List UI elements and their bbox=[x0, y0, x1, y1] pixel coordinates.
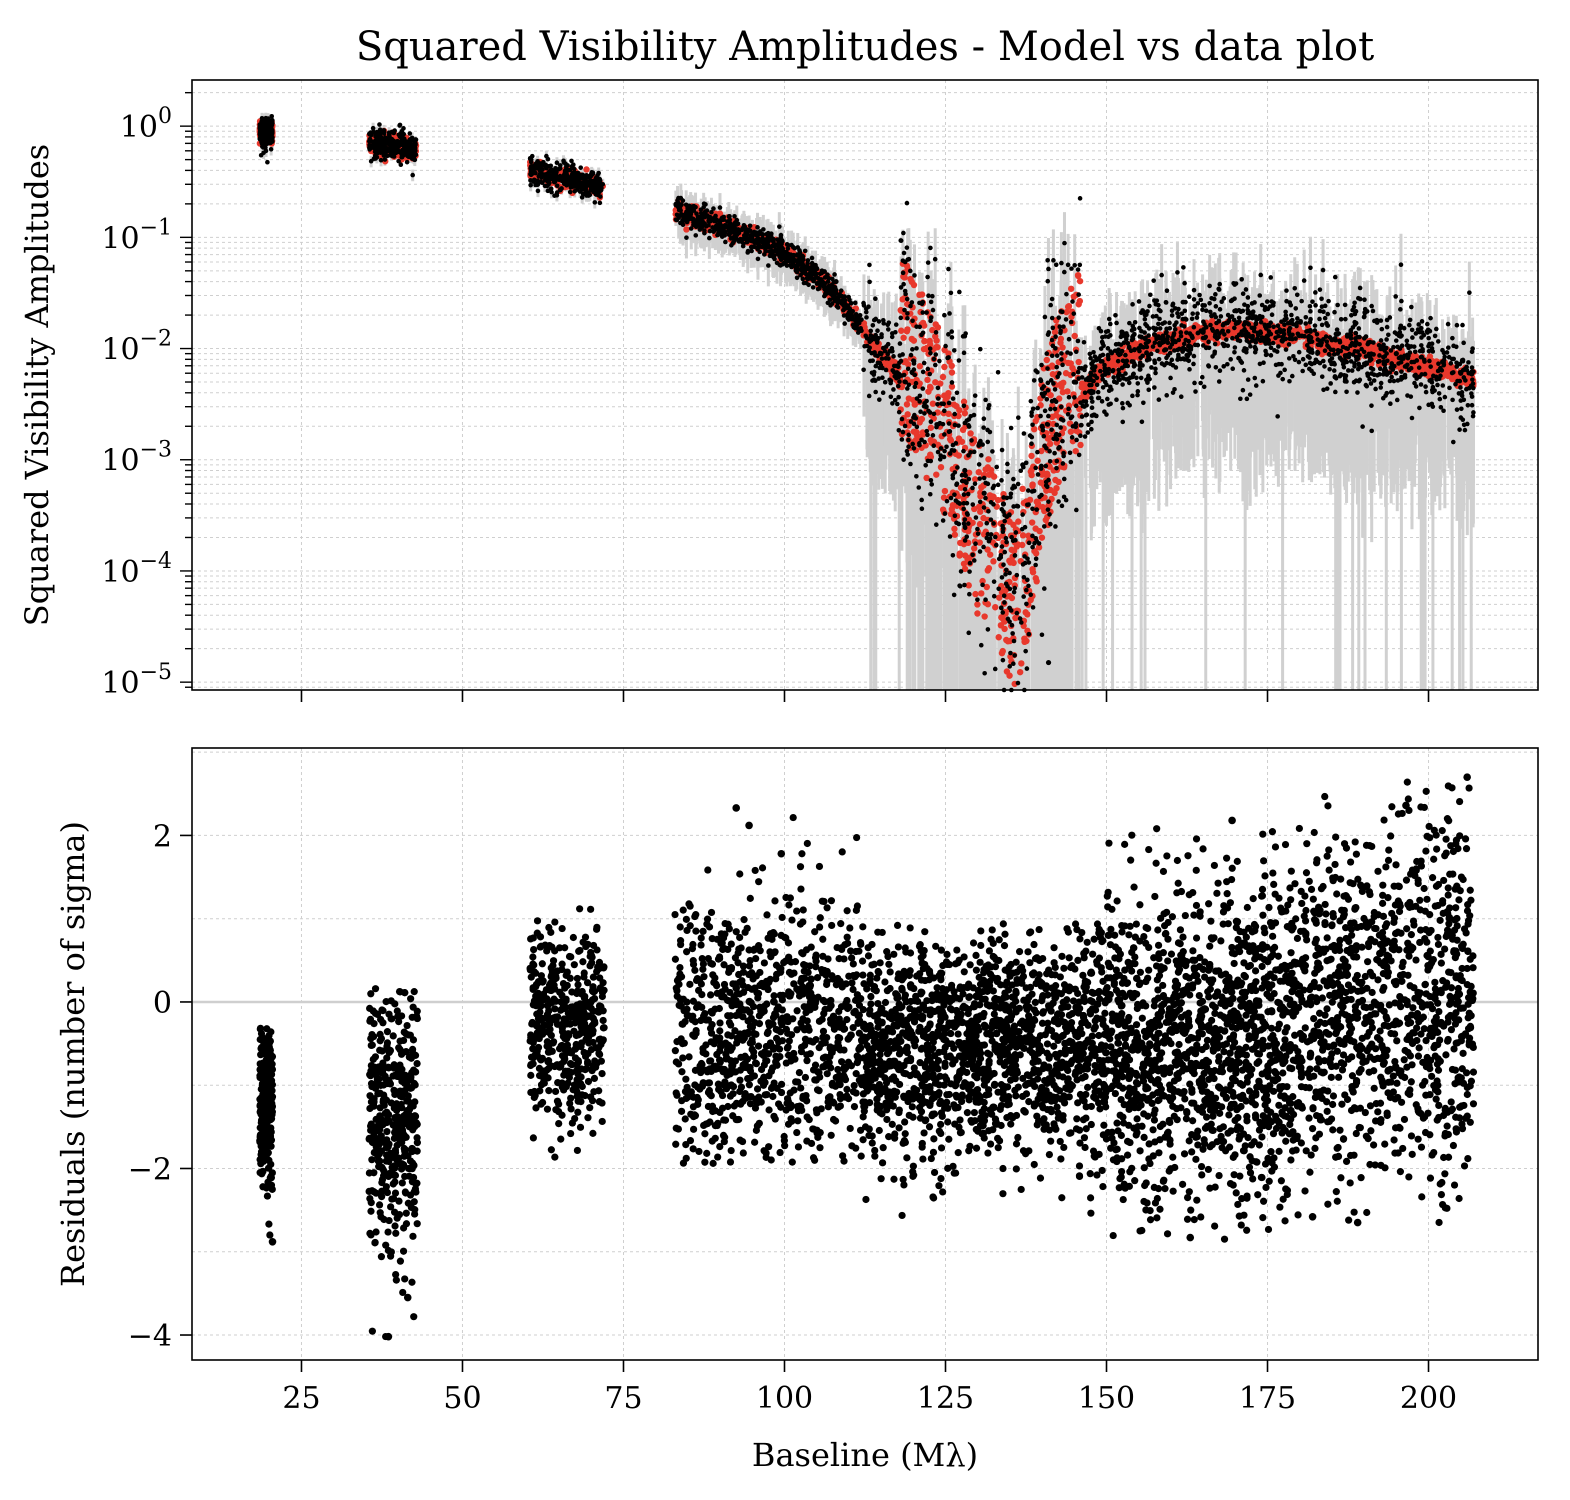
model-point bbox=[899, 296, 906, 303]
model-point bbox=[1067, 285, 1075, 292]
model-point bbox=[1031, 426, 1038, 433]
model-point bbox=[1023, 637, 1030, 645]
model-point bbox=[971, 505, 978, 513]
model-point bbox=[910, 337, 918, 344]
model-point bbox=[1037, 479, 1045, 486]
model-point bbox=[904, 411, 911, 418]
model-point bbox=[1055, 478, 1062, 486]
model-point bbox=[1062, 370, 1070, 377]
model-point bbox=[905, 395, 913, 402]
model-point bbox=[941, 487, 949, 495]
model-point bbox=[924, 376, 931, 384]
model-point bbox=[996, 594, 1003, 601]
model-point bbox=[978, 590, 985, 597]
model-point bbox=[985, 456, 992, 463]
model-point bbox=[929, 400, 937, 407]
model-point bbox=[984, 567, 991, 574]
model-point bbox=[981, 613, 988, 620]
model-point bbox=[1018, 660, 1025, 667]
model-point bbox=[1057, 335, 1065, 343]
top-error-bars bbox=[258, 112, 1475, 690]
model-point bbox=[683, 226, 690, 233]
model-point bbox=[1024, 611, 1031, 618]
model-point bbox=[1028, 452, 1035, 460]
model-point bbox=[1070, 293, 1077, 300]
model-point bbox=[1043, 356, 1050, 364]
model-point bbox=[974, 610, 981, 617]
model-point bbox=[933, 337, 940, 344]
model-point bbox=[948, 369, 956, 376]
model-point bbox=[1034, 457, 1041, 464]
model-point bbox=[913, 428, 920, 436]
model-point bbox=[1051, 489, 1058, 497]
model-point bbox=[1028, 519, 1036, 526]
model-point bbox=[1076, 277, 1084, 285]
model-point bbox=[900, 334, 907, 341]
model-point bbox=[955, 452, 963, 459]
model-point bbox=[903, 401, 911, 408]
model-point bbox=[961, 410, 969, 417]
model-point bbox=[939, 373, 947, 381]
model-point bbox=[1019, 485, 1026, 493]
model-point bbox=[974, 601, 981, 608]
model-point bbox=[1058, 380, 1065, 388]
model-point bbox=[990, 493, 997, 501]
model-point bbox=[1016, 668, 1024, 676]
model-point bbox=[995, 634, 1002, 641]
model-point bbox=[933, 471, 940, 478]
model-point bbox=[898, 327, 905, 334]
model-point bbox=[951, 531, 959, 538]
model-point bbox=[976, 520, 984, 528]
model-point bbox=[583, 166, 590, 173]
model-point bbox=[948, 362, 955, 370]
chart-title: Squared Visibility Amplitudes - Model vs… bbox=[356, 24, 1374, 70]
model-point bbox=[1029, 569, 1037, 576]
model-point bbox=[1075, 358, 1082, 366]
model-point bbox=[1038, 534, 1046, 541]
model-point bbox=[916, 363, 924, 370]
model-point bbox=[959, 426, 967, 434]
model-point bbox=[937, 463, 945, 471]
model-point bbox=[951, 525, 958, 533]
model-point bbox=[999, 647, 1006, 655]
model-point bbox=[992, 604, 999, 611]
model-point bbox=[1039, 503, 1046, 511]
model-point bbox=[1071, 332, 1078, 340]
model-point bbox=[998, 614, 1005, 621]
model-point bbox=[1076, 297, 1083, 305]
model-point bbox=[941, 363, 948, 371]
model-point bbox=[918, 291, 926, 298]
model-point bbox=[1064, 359, 1072, 367]
model-point bbox=[944, 393, 951, 401]
model-point bbox=[921, 338, 928, 345]
model-point bbox=[967, 430, 974, 437]
model-point bbox=[1067, 428, 1075, 435]
model-point bbox=[1077, 441, 1084, 449]
model-point bbox=[1003, 668, 1011, 675]
model-point bbox=[1065, 302, 1073, 310]
model-point bbox=[960, 560, 968, 567]
model-point bbox=[934, 343, 941, 351]
model-point bbox=[1064, 388, 1071, 395]
model-point bbox=[987, 551, 994, 558]
model-point bbox=[1029, 481, 1036, 488]
model-point bbox=[997, 622, 1005, 629]
model-point bbox=[1010, 547, 1018, 555]
model-point bbox=[1003, 636, 1010, 644]
model-point bbox=[987, 466, 995, 474]
model-point bbox=[990, 558, 997, 565]
